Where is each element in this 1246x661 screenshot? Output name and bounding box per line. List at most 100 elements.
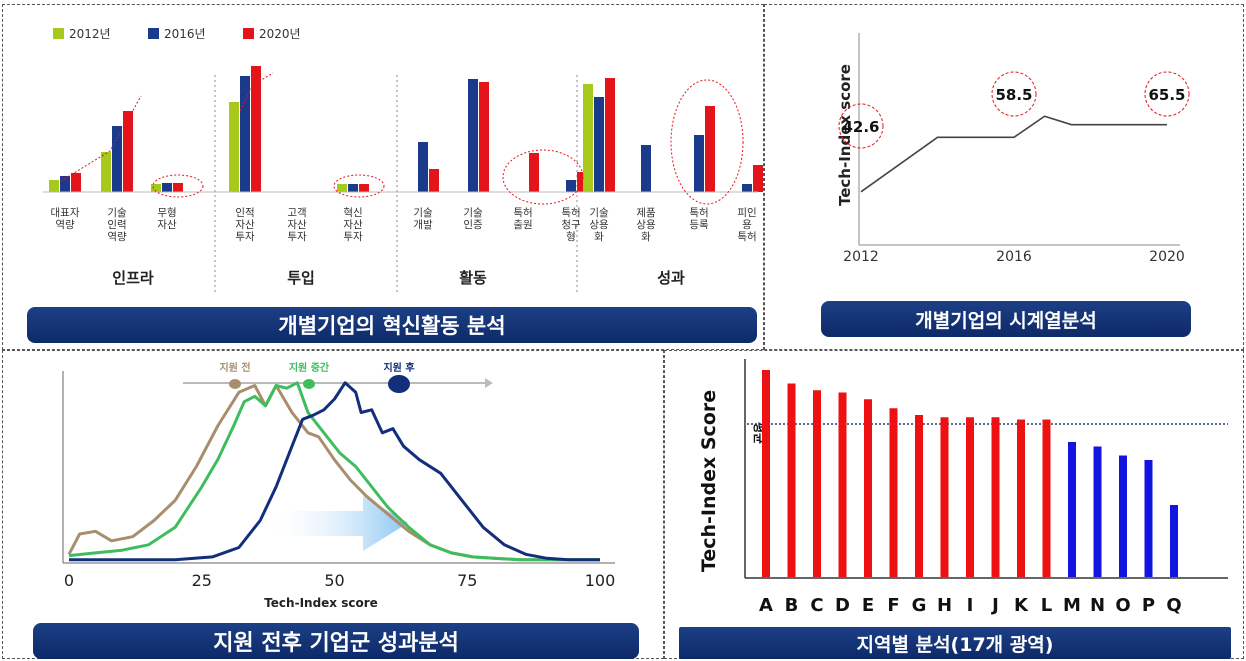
bar-12-2 [705,106,715,192]
before-after-banner: 지원 전후 기업군 성과분석 [33,623,639,659]
x-tick-label-B: B [785,595,799,616]
bar-C [813,390,821,577]
label-circle-0 [838,103,884,149]
bar-6-1 [418,142,428,192]
x-tick-label-A: A [759,595,773,616]
category-label: 인적 [235,207,254,219]
category-label: 자산 [343,219,363,231]
bar-12-1 [694,135,704,192]
bar-J [991,417,1000,577]
bar-11-1 [641,145,651,192]
category-label: 피인 [737,207,756,219]
highlight-circle-2 [333,174,385,198]
x-tick-label-3: 75 [457,571,477,590]
before-after-panel: 지원 전 지원 중간 지원 후 0 25 50 75 100 Tech-Index score … [2,350,664,659]
x-tick-label-1: 2016 [996,249,1032,265]
legend-label-0: 2012년 [69,27,111,41]
bar-N [1093,446,1102,577]
category-label: 출원 [513,219,532,231]
bar-B [787,383,796,577]
highlight-circle-4 [670,79,744,205]
trend-arrow-2 [239,72,274,112]
category-label: 등록 [689,219,709,231]
bar-2-0 [151,184,161,192]
trend-arrow-1 [60,95,142,182]
bar-M [1068,442,1076,577]
timeseries-line-chart: Tech-Index score 2012 2016 2020 42.6 58.5 65.5 [836,33,1190,265]
category-label: 형 [566,231,576,243]
x-tick-label-M: M [1063,595,1081,616]
innovation-bar-chart: 2012년 2016년 2020년대표자역량기술인력역량무형자산인프라인적자산투자고… [43,27,763,295]
bar-G [915,415,923,577]
bar-E [864,399,872,577]
category-label: 개발 [413,219,433,231]
label-circle-2 [1144,71,1190,117]
category-label: 자산 [287,219,307,231]
category-label: 특허 [689,207,708,219]
legend-marker-2 [388,375,410,393]
category-label: 인증 [463,219,483,231]
bar-0-0 [49,180,59,192]
category-label: 투자 [343,231,363,243]
bar-1-2 [123,111,133,192]
legend-arrow-head [485,378,493,388]
highlight-circle-3 [502,149,584,205]
regional-banner: 지역별 분석(17개 광역) [679,627,1231,659]
x-tick-label-E: E [862,595,874,616]
category-label: 화 [594,231,604,243]
bar-10-0 [583,84,593,192]
category-label: 기술 [589,207,609,219]
y-axis-label: Tech-Index score [836,64,854,206]
bar-5-1 [348,184,358,192]
legend-label-2: 지원 후 [383,361,414,374]
legend-label-0: 지원 전 [219,361,250,374]
group-label-3: 성과 [657,269,685,287]
x-tick-label-Q: Q [1166,595,1181,616]
series-line-2 [69,381,600,562]
x-tick-label-C: C [810,595,823,616]
category-label: 고객 [287,207,306,219]
category-label: 무형 [157,207,176,219]
x-tick-label-D: D [835,595,850,616]
bar-F [889,408,898,577]
category-label: 기술 [413,207,433,219]
category-label: 특허 [561,207,580,219]
x-tick-label-2: 2020 [1149,249,1185,265]
group-label-0: 인프라 [112,269,154,287]
score-line [860,115,1167,193]
x-axis-label: Tech-Index score [264,596,378,610]
bar-2-1 [162,183,172,192]
legend-label-1: 2016년 [164,27,206,41]
regional-panel: Tech-Index Score 평균 A B C D E F G H I J K L M N O P Q 지역별 … [664,350,1244,659]
category-label: 상용 [589,219,609,231]
x-tick-label-0: 2012 [843,249,879,265]
bar-10-1 [594,97,604,192]
category-label: 기술 [463,207,483,219]
bar-2-2 [173,183,183,192]
label-circle-1 [991,71,1037,117]
bar-0-1 [60,176,70,192]
legend-swatch-2 [243,28,254,39]
bar-1-1 [112,126,122,192]
shift-arrow [265,496,408,551]
category-label: 혁신 [343,207,362,219]
bar-13-2 [753,165,763,192]
x-tick-label-O: O [1115,595,1130,616]
category-label: 청구 [561,219,581,231]
x-tick-label-I: I [967,595,974,616]
x-tick-label-J: J [990,595,999,616]
value-label-1: 58.5 [995,86,1032,104]
timeseries-banner: 개별기업의 시계열분석 [821,301,1191,337]
category-label: 역량 [107,231,127,243]
bar-H [940,417,949,577]
bar-5-0 [337,184,347,192]
legend-label-1: 지원 중간 [289,361,330,374]
x-tick-label-4: 100 [585,571,616,590]
bar-P [1144,460,1153,577]
bar-3-0 [229,102,239,192]
bar-13-1 [742,184,752,192]
bar-6-2 [429,169,439,192]
x-tick-label-0: 0 [64,571,74,590]
value-label-0: 42.6 [842,118,879,136]
series-line-1 [68,381,600,562]
